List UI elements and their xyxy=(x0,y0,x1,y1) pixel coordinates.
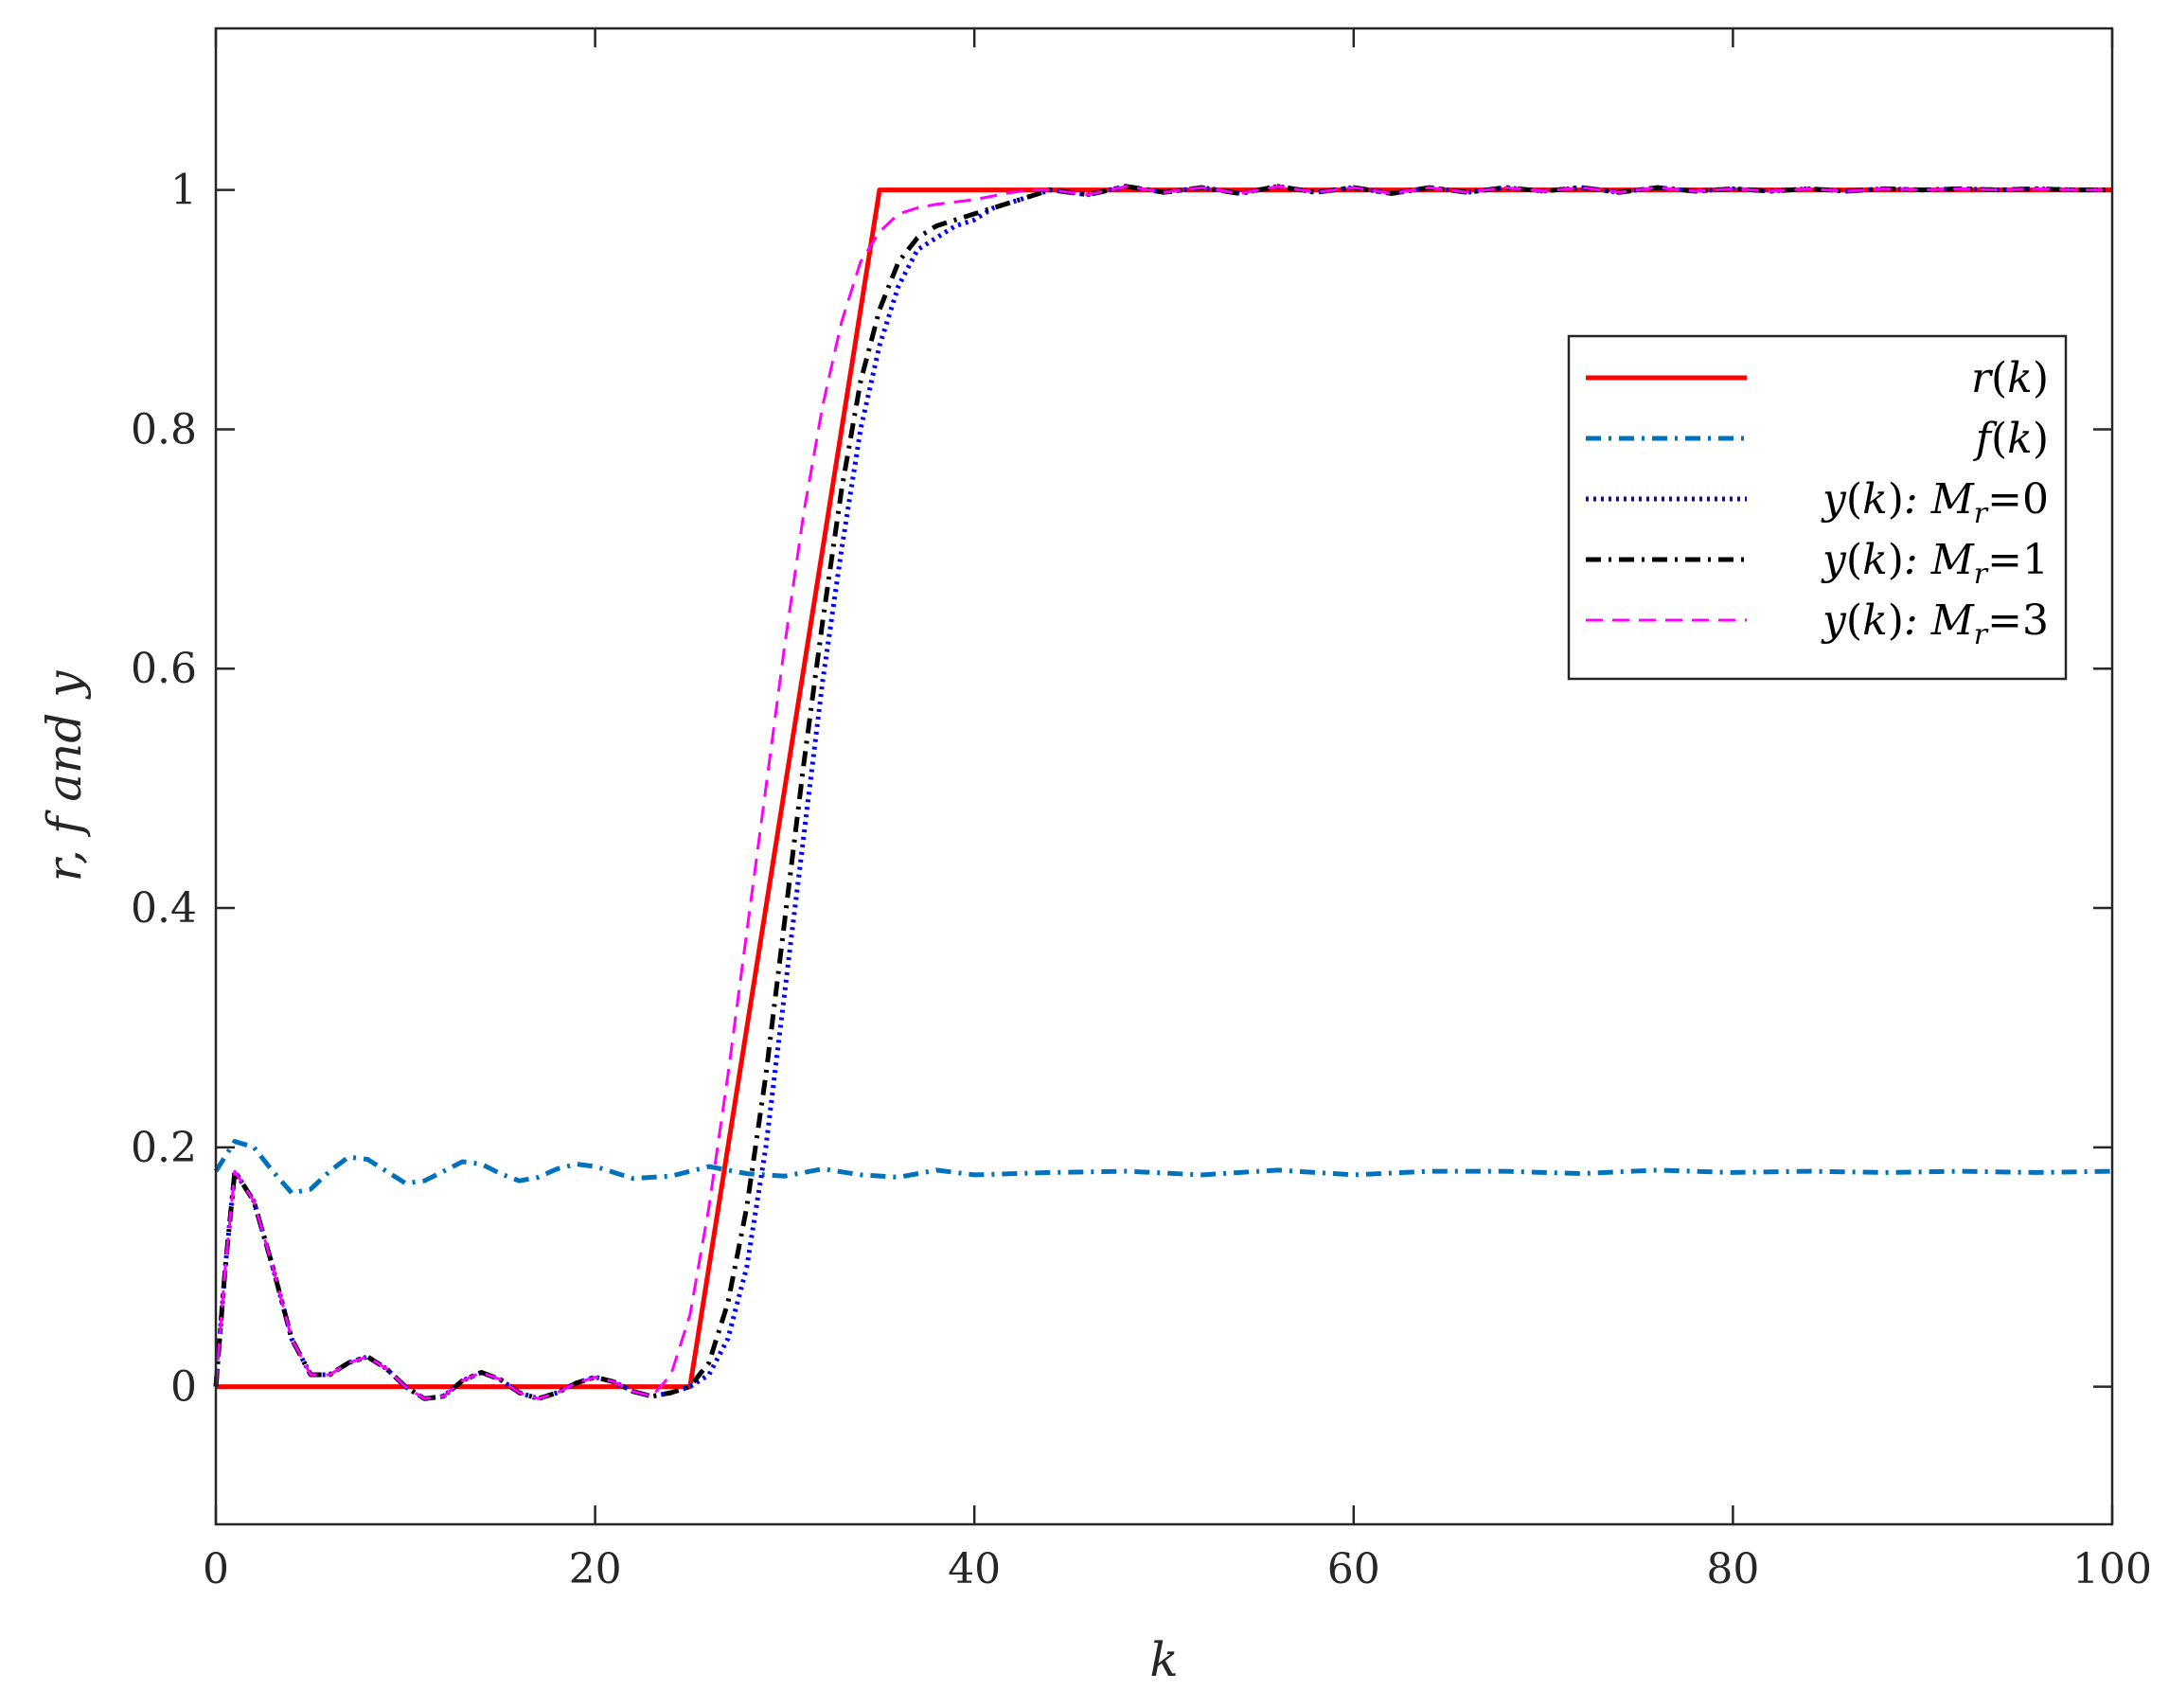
legend-label-1: f(k) xyxy=(1973,415,2049,463)
plot-frame xyxy=(214,27,2114,1526)
series-line-4 xyxy=(214,185,2112,1400)
legend: r(k) f(k) y(k): Mr=0 y(k): Mr=1y(k): Mr=3 xyxy=(1567,334,2068,681)
series-line-1 xyxy=(213,1139,2113,1196)
x-tick-label: 60 xyxy=(1327,1545,1380,1593)
y-tick-label: 0.4 xyxy=(131,884,197,933)
legend-label-0: r(k) xyxy=(1971,354,2049,402)
legend-label-2: y(k): Mr=0 xyxy=(1821,475,2049,530)
x-tick-label: 80 xyxy=(1706,1545,1759,1593)
y-tick-label: 0.2 xyxy=(131,1124,197,1172)
legend-box xyxy=(1567,334,2068,681)
y-tick-label: 0.8 xyxy=(131,405,197,454)
plot-background xyxy=(216,28,2112,1524)
x-tick-label: 20 xyxy=(569,1545,622,1593)
y-axis-label: r, f and y xyxy=(37,670,92,882)
y-tick-label: 0.6 xyxy=(131,645,197,693)
y-tick-label: 1 xyxy=(170,167,197,215)
x-tick-label: 100 xyxy=(2072,1545,2152,1593)
x-tick-label: 40 xyxy=(948,1545,1001,1593)
x-axis-label: k xyxy=(1149,1632,1178,1687)
legend-label-4: y(k): Mr=3 xyxy=(1821,596,2049,651)
x-tick-label: 0 xyxy=(203,1545,229,1593)
series-lines xyxy=(213,184,2113,1401)
tick-labels: 0 20 40 60 80 100 0 0.2 0.4 0.6 0.8 1 xyxy=(131,167,2152,1593)
y-tick-label: 0 xyxy=(170,1363,197,1412)
legend-label-3: y(k): Mr=1 xyxy=(1821,536,2049,591)
